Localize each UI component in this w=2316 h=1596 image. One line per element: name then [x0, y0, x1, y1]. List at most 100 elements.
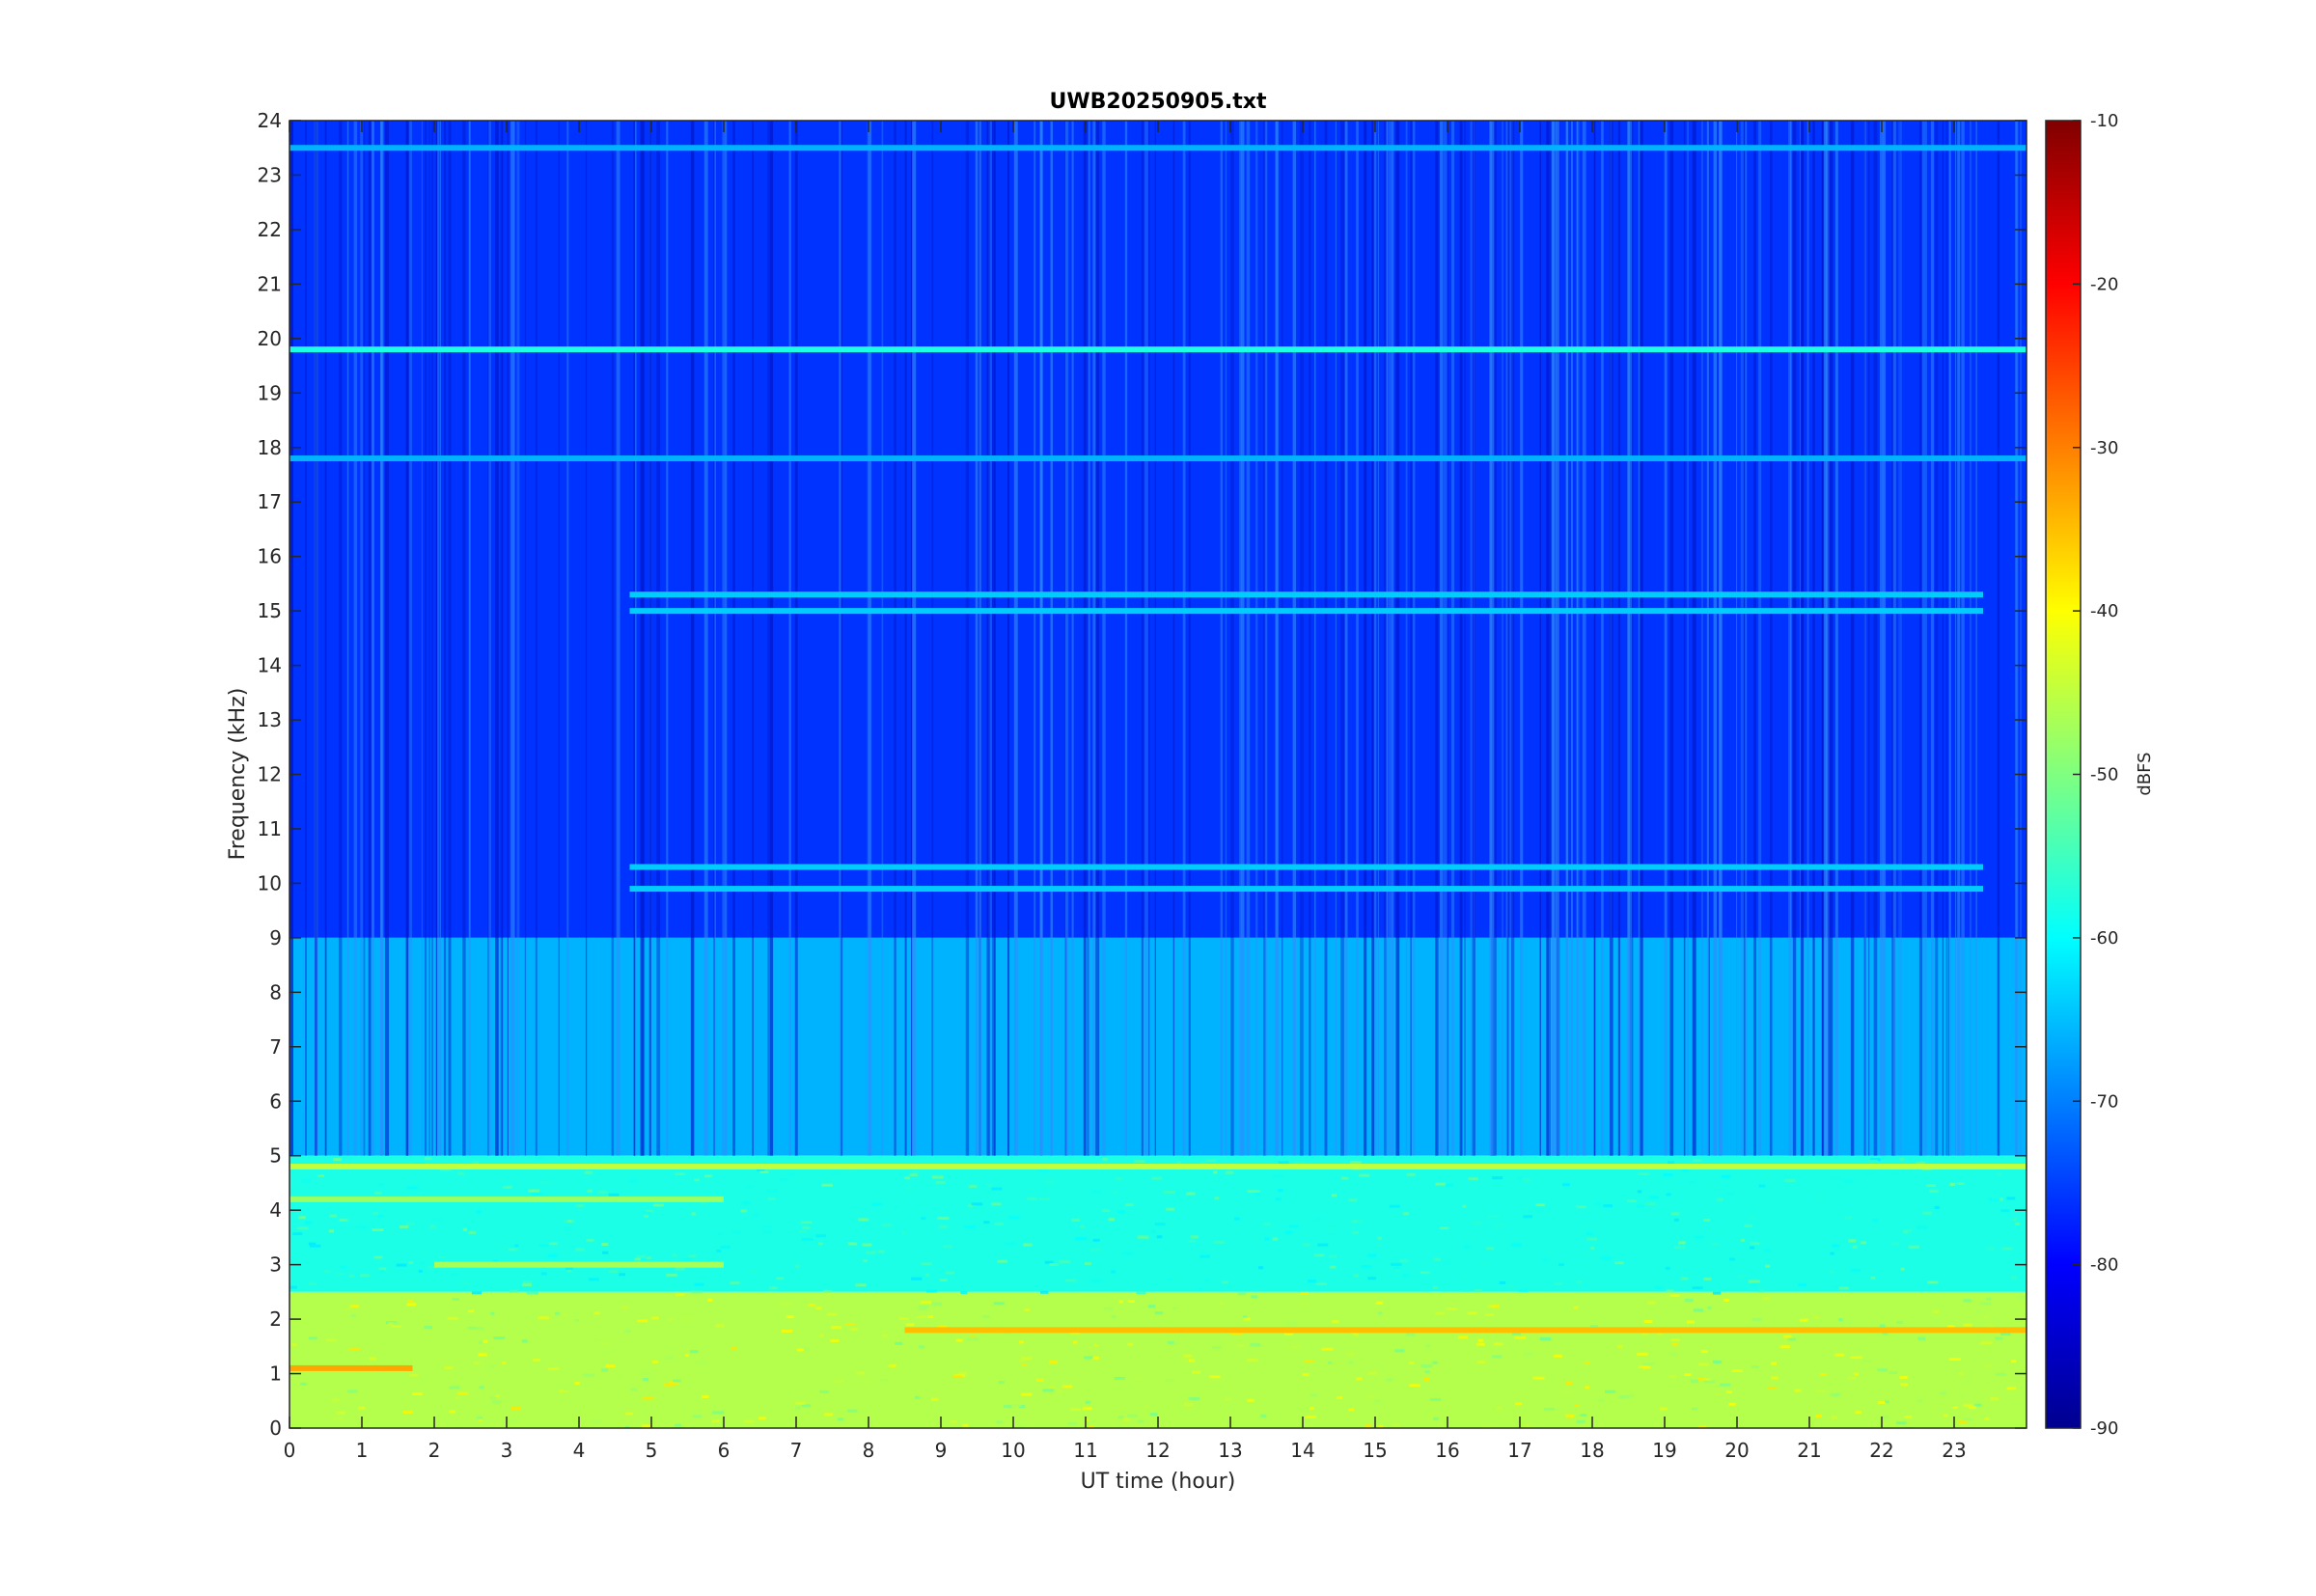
speckle: [1702, 1277, 1712, 1280]
speckle: [1093, 1343, 1099, 1347]
speckle: [1814, 1414, 1822, 1417]
speckle: [332, 1417, 344, 1421]
speckle: [624, 1425, 630, 1428]
stripe: [1828, 121, 1832, 1156]
speckle: [531, 1193, 542, 1197]
stripe: [1546, 121, 1549, 1156]
speckle: [462, 1227, 467, 1231]
speckle: [514, 1244, 519, 1248]
speckle: [675, 1267, 685, 1271]
speckle: [408, 1260, 413, 1264]
stripe: [516, 121, 520, 1156]
speckle: [1726, 1192, 1735, 1196]
speckle: [1471, 1221, 1482, 1225]
x-tick-label: 22: [1869, 1439, 1893, 1462]
y-tick-label: 24: [258, 109, 282, 132]
speckle: [743, 1419, 755, 1423]
speckle: [1367, 1371, 1378, 1375]
y-axis-label: Frequency (kHz): [226, 688, 250, 861]
speckle: [1121, 1252, 1134, 1255]
speckle: [359, 1274, 370, 1278]
stripe: [1863, 121, 1867, 1156]
speckle: [1314, 1217, 1322, 1221]
speckle: [1104, 1307, 1113, 1310]
stripe: [1182, 121, 1186, 1156]
speckle: [1086, 1345, 1093, 1349]
stripe: [1736, 121, 1738, 1156]
speckle: [1988, 1197, 2000, 1201]
stripe: [1489, 121, 1492, 1156]
stripe: [1692, 121, 1696, 1156]
speckle: [1206, 1159, 1216, 1163]
speckle: [547, 1253, 558, 1257]
speckle: [601, 1243, 609, 1247]
x-tick-label: 11: [1073, 1439, 1097, 1462]
speckle: [427, 1265, 438, 1269]
y-tick-label: 19: [258, 381, 282, 404]
speckle: [601, 1368, 608, 1372]
speckle: [991, 1187, 1003, 1191]
speckle: [369, 1357, 377, 1361]
stripe: [1413, 121, 1416, 1156]
stripe: [1873, 121, 1878, 1156]
speckle: [1101, 1209, 1111, 1213]
stripe: [1954, 121, 1957, 1156]
x-tick-label: 17: [1507, 1439, 1531, 1462]
speckle: [847, 1242, 858, 1246]
speckle: [1423, 1377, 1429, 1381]
speckle: [335, 1272, 345, 1276]
speckle: [1433, 1417, 1439, 1420]
speckle: [1023, 1243, 1033, 1247]
y-tick-label: 14: [258, 654, 282, 677]
speckle: [1012, 1404, 1021, 1408]
speckle: [1432, 1361, 1438, 1364]
speckle: [856, 1371, 866, 1375]
speckle: [1179, 1358, 1192, 1362]
speckle: [1963, 1169, 1973, 1172]
speckle: [1328, 1226, 1334, 1230]
cb-tick-label: -40: [2090, 601, 2118, 621]
stripe: [385, 121, 390, 1156]
speckle: [1021, 1362, 1028, 1366]
speckle: [1167, 1340, 1174, 1344]
speckle: [586, 1238, 594, 1242]
stripe: [1490, 121, 1495, 1156]
x-tick-label: 12: [1145, 1439, 1170, 1462]
speckle: [637, 1319, 648, 1323]
speckle: [921, 1262, 932, 1266]
speckle: [915, 1395, 920, 1399]
stripe: [487, 121, 489, 1156]
speckle: [1657, 1332, 1664, 1335]
speckle: [1917, 1399, 1923, 1403]
speckle: [1671, 1342, 1678, 1346]
x-tick-label: 3: [501, 1439, 513, 1462]
speckle: [684, 1353, 689, 1357]
x-tick-label: 16: [1435, 1439, 1459, 1462]
stripe: [1373, 121, 1377, 1156]
speckle: [1812, 1315, 1819, 1319]
speckle: [2012, 1218, 2017, 1222]
speckle: [1675, 1246, 1684, 1250]
band-3: [290, 1291, 2026, 1428]
speckle: [1855, 1411, 1862, 1415]
speckle: [328, 1229, 335, 1233]
speckle: [2000, 1209, 2010, 1213]
speckle: [329, 1214, 337, 1218]
speckle: [521, 1339, 528, 1343]
speckle: [1329, 1254, 1337, 1258]
speckle: [1618, 1395, 1630, 1399]
stripe: [1391, 121, 1394, 1156]
speckle: [491, 1400, 502, 1404]
speckle: [563, 1388, 569, 1391]
speckle: [1712, 1291, 1722, 1295]
stripe: [2020, 121, 2022, 1156]
speckle: [408, 1373, 419, 1377]
speckle: [1433, 1257, 1441, 1261]
speckle: [600, 1341, 612, 1345]
speckle: [1493, 1182, 1501, 1186]
speckle: [644, 1214, 649, 1218]
speckle: [741, 1201, 751, 1205]
stripe: [1900, 121, 1902, 1156]
speckle: [745, 1185, 755, 1189]
speckle: [1574, 1404, 1580, 1408]
